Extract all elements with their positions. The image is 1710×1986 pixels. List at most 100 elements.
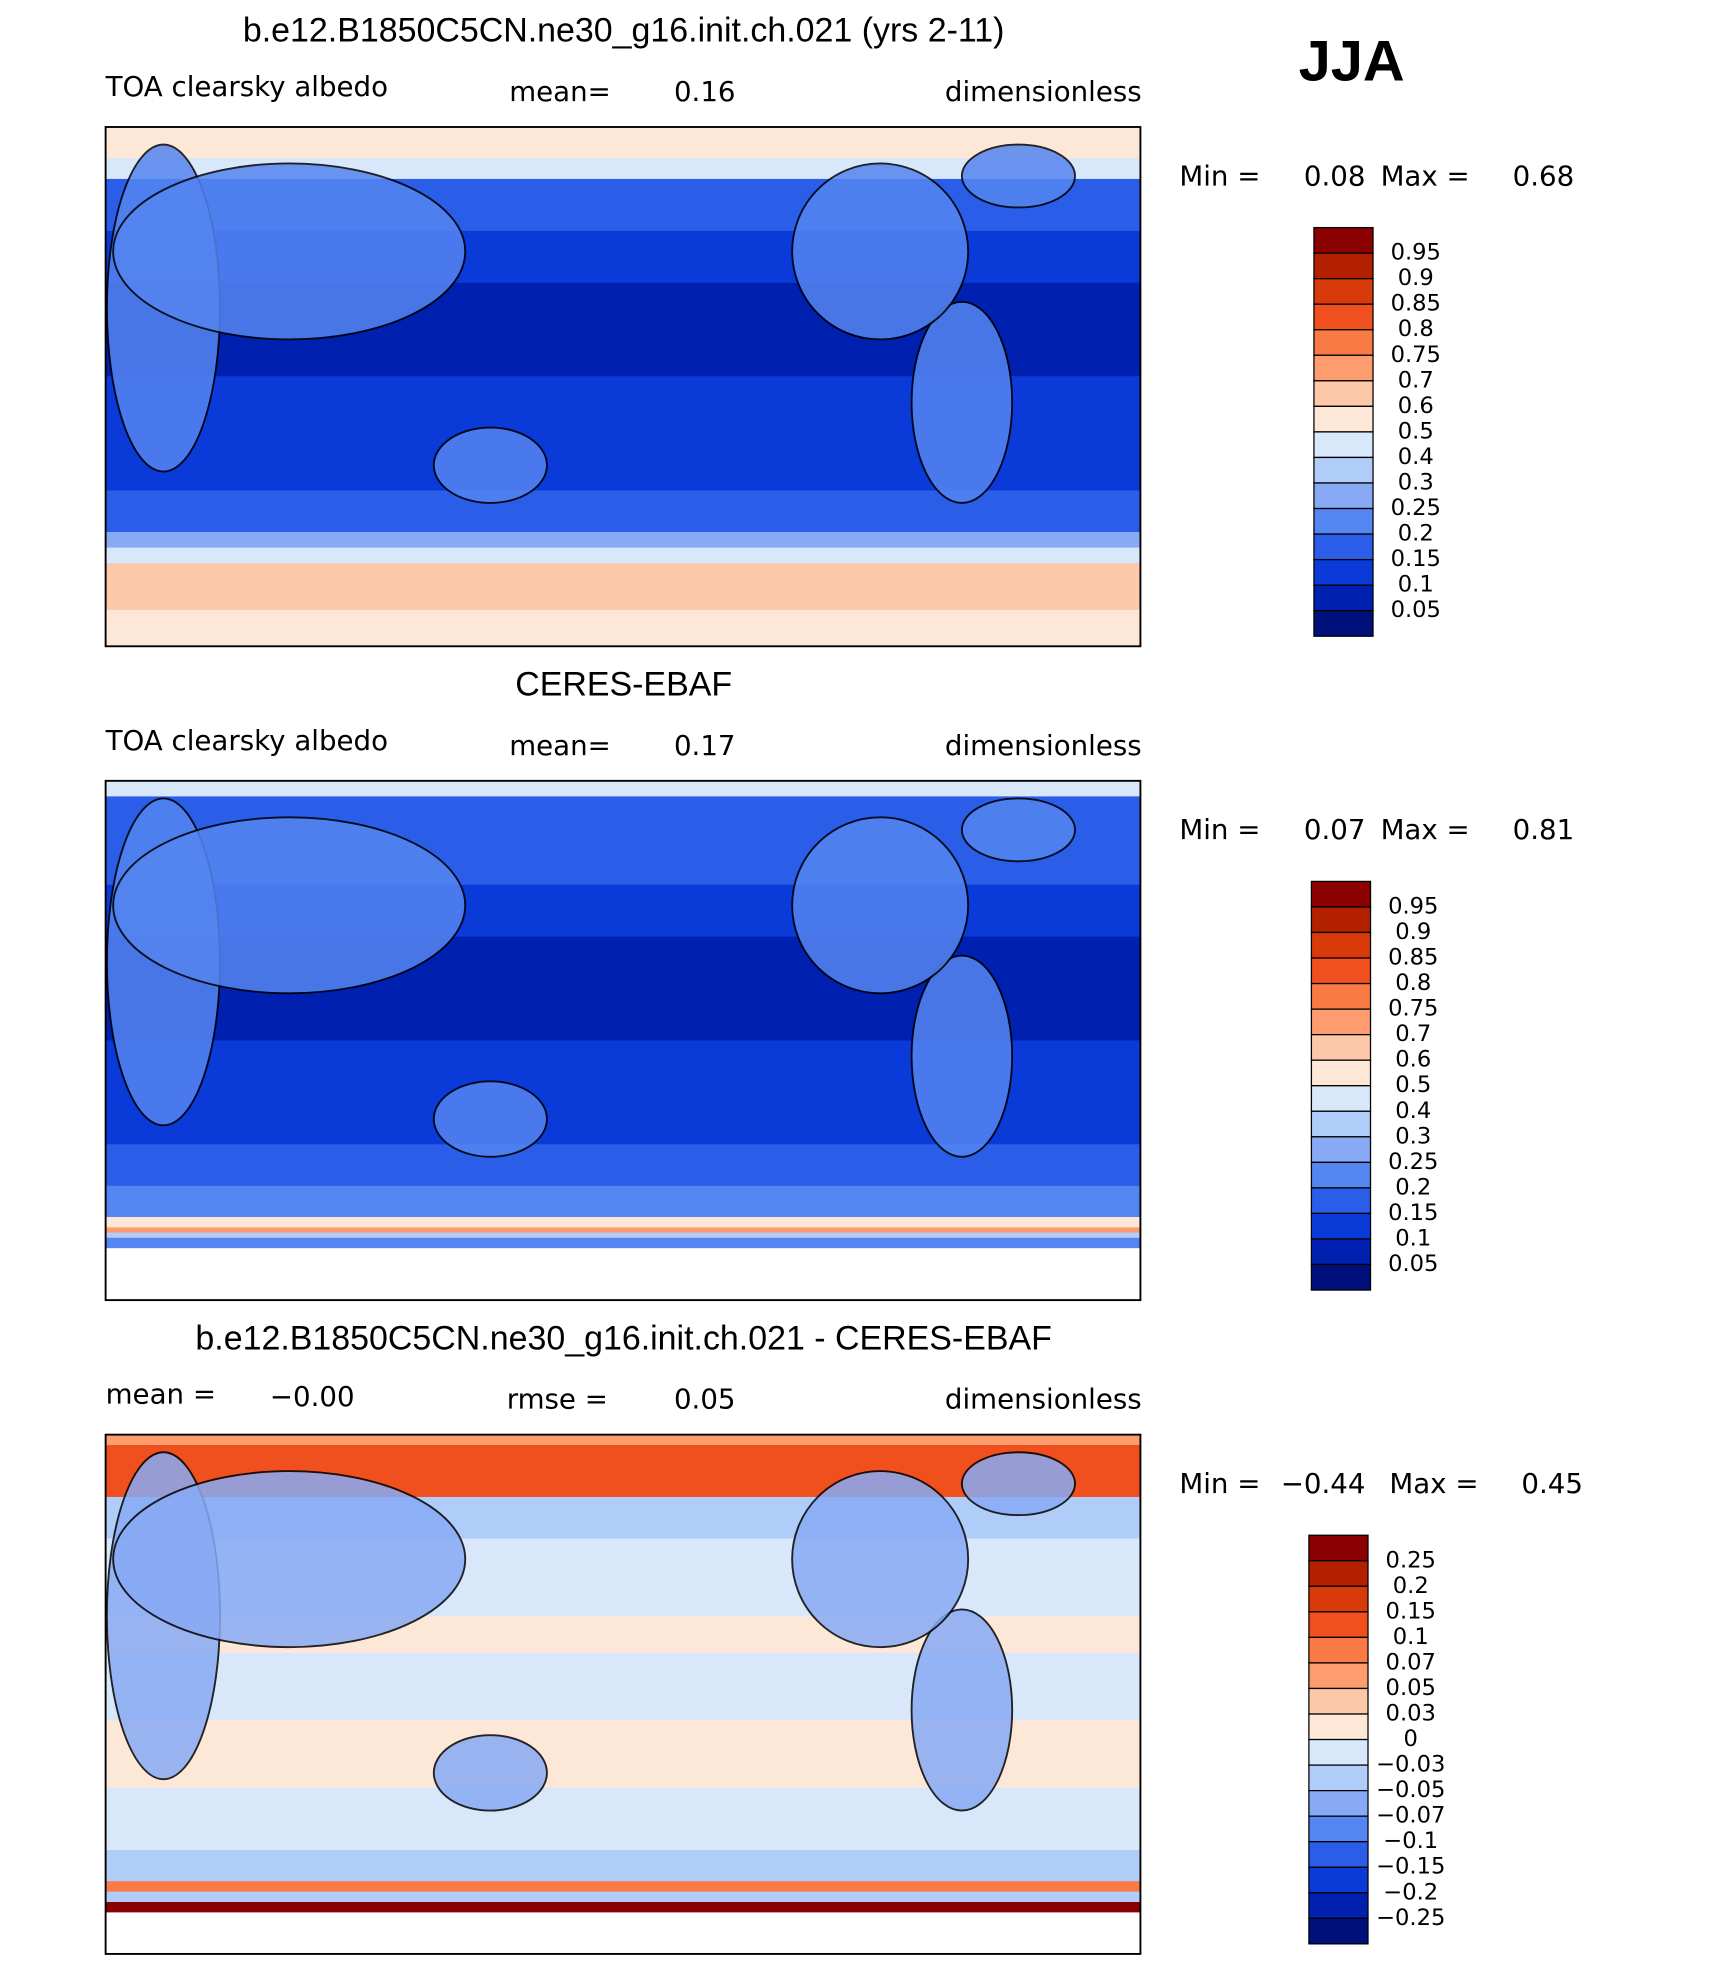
colorbar-label: 0.4 [1395, 1098, 1431, 1124]
colorbar-label: −0.07 [1376, 1803, 1445, 1829]
stat-label: mean= [509, 729, 611, 762]
land [910, 954, 1014, 1158]
colorbar-box [1308, 1662, 1369, 1690]
colorbar-label: −0.1 [1383, 1828, 1438, 1854]
colorbar-box [1310, 957, 1372, 985]
colorbar-label: 0.25 [1388, 1149, 1438, 1175]
colorbar-box [1310, 880, 1372, 908]
colorbar-box [1310, 1187, 1372, 1215]
colorbar-box [1308, 1560, 1369, 1587]
colorbar-box [1313, 278, 1374, 305]
colorbar-label: 0.03 [1386, 1701, 1436, 1727]
min-value: 0.08 [1304, 159, 1366, 192]
min-label: Min = [1179, 813, 1260, 846]
land [112, 162, 467, 341]
land [791, 1470, 970, 1649]
colorbar-box [1313, 584, 1374, 612]
map [105, 780, 1141, 1301]
colorbar-box [1310, 1136, 1372, 1163]
map-band [105, 126, 1141, 159]
colorbar-box [1308, 1764, 1369, 1792]
colorbar-label: 0.7 [1395, 1021, 1431, 1047]
colorbar-label: 0.8 [1398, 316, 1434, 342]
map-band [105, 563, 1141, 611]
map-band [105, 1144, 1141, 1187]
colorbar-box [1310, 906, 1372, 934]
colorbar-box [1310, 1263, 1372, 1291]
map-band [105, 1434, 1141, 1446]
colorbar-label: −0.03 [1376, 1752, 1445, 1778]
land [112, 1470, 467, 1649]
stat-label: mean= [509, 75, 611, 108]
colorbar-box [1308, 1713, 1369, 1741]
season-label: JJA [1299, 30, 1405, 94]
colorbar-label: 0.2 [1393, 1573, 1429, 1599]
colorbar-label: 0.85 [1388, 945, 1438, 971]
colorbar-box [1308, 1892, 1369, 1919]
colorbar-label: 0.75 [1388, 996, 1438, 1022]
colorbar-box [1313, 380, 1374, 407]
colorbar-box [1310, 1161, 1372, 1189]
colorbar-label: 0.5 [1398, 418, 1434, 444]
colorbar-label: 0.05 [1388, 1251, 1438, 1277]
max-value: 0.45 [1521, 1467, 1583, 1500]
colorbar-box [1313, 354, 1374, 382]
colorbar-label: 0.05 [1391, 597, 1441, 623]
land [432, 1734, 548, 1812]
colorbar-label: 0.2 [1398, 521, 1434, 547]
colorbar-label: 0.1 [1395, 1225, 1431, 1251]
colorbar-box [1313, 405, 1374, 433]
map-band [105, 1232, 1141, 1239]
colorbar-label: 0.5 [1395, 1072, 1431, 1098]
colorbar-label: 0.15 [1391, 546, 1441, 572]
units: dimensionless [945, 729, 1142, 762]
land [791, 816, 970, 995]
map-band [105, 1217, 1141, 1229]
colorbar-label: 0.25 [1386, 1547, 1436, 1573]
min-value: −0.44 [1281, 1467, 1366, 1500]
colorbar-label: 0.2 [1395, 1174, 1431, 1200]
colorbar-box [1310, 1212, 1372, 1240]
units: dimensionless [945, 75, 1142, 108]
colorbar-box [1310, 1238, 1372, 1266]
colorbar-label: −0.25 [1376, 1905, 1445, 1931]
colorbar-box [1308, 1917, 1369, 1945]
colorbar-box [1308, 1687, 1369, 1715]
map-band [105, 1185, 1141, 1218]
colorbar-label: 0.6 [1395, 1047, 1431, 1073]
colorbar-label: 0.95 [1391, 240, 1441, 266]
map-band [105, 1227, 1141, 1234]
colorbar-label: 0 [1404, 1726, 1418, 1752]
colorbar-box [1310, 931, 1372, 959]
map-band [105, 1912, 1141, 1955]
colorbar-box [1310, 982, 1372, 1010]
land [432, 1080, 548, 1158]
stat-value: 0.16 [674, 75, 736, 108]
min-label: Min = [1179, 1467, 1260, 1500]
stat-value: 0.17 [674, 729, 736, 762]
land [960, 143, 1076, 209]
min-value: 0.07 [1304, 813, 1366, 846]
land [960, 1451, 1076, 1517]
map-band [105, 490, 1141, 533]
colorbar-box [1310, 1059, 1372, 1087]
colorbar-label: 0.1 [1398, 572, 1434, 598]
colorbar-box [1313, 558, 1374, 586]
stat-label: mean = [106, 1378, 216, 1411]
colorbar-box [1310, 1008, 1372, 1036]
colorbar-label: 0.15 [1388, 1200, 1438, 1226]
colorbar-box [1308, 1738, 1369, 1766]
colorbar-label: 0.15 [1386, 1598, 1436, 1624]
map-band [105, 1891, 1141, 1903]
colorbar-label: −0.2 [1383, 1879, 1438, 1905]
map-band [105, 780, 1141, 798]
map-band [105, 1248, 1141, 1301]
map [105, 1434, 1141, 1955]
colorbar-box [1308, 1790, 1369, 1817]
colorbar-box [1308, 1841, 1369, 1868]
colorbar-box [1313, 533, 1374, 561]
colorbar-label: 0.85 [1391, 291, 1441, 317]
colorbar-label: 0.4 [1398, 444, 1434, 470]
